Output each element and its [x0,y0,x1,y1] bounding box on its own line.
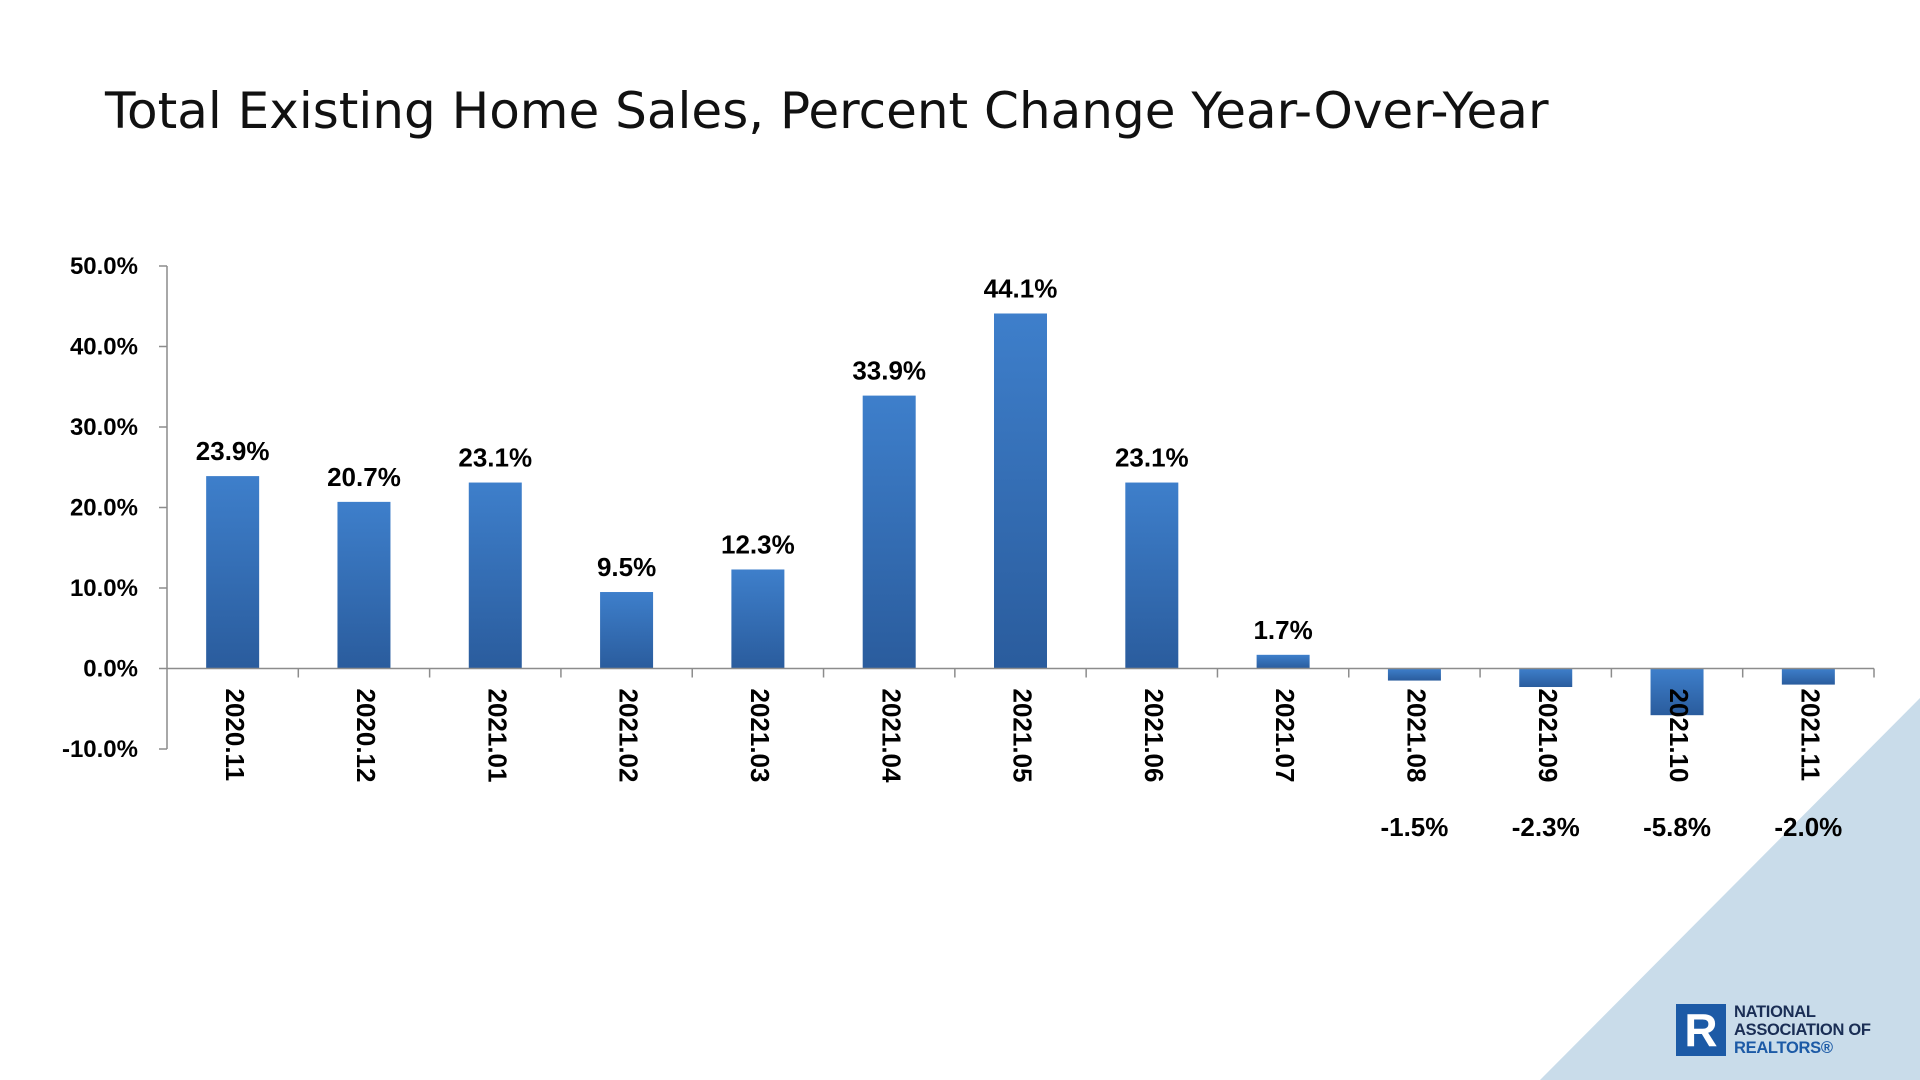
y-tick-label: 10.0% [70,575,138,602]
bar [1256,654,1310,669]
bar [994,313,1047,669]
bar [1650,668,1704,716]
data-label: 12.3% [721,529,795,559]
bars [206,313,1835,716]
bar [337,501,391,669]
bar [731,569,785,669]
x-tick-label: 2021.09 [1533,689,1563,783]
data-label: 20.7% [327,462,401,492]
bar [1387,668,1441,681]
data-label: 33.9% [852,356,926,386]
x-tick-label: 2021.11 [1795,689,1825,782]
y-axis-ticks: -10.0% 0.0% 10.0% 20.0% 30.0% 40.0% 50.0% [62,253,167,763]
x-tick-label: 2021.07 [1270,689,1300,783]
bar [1519,668,1573,688]
y-tick-label: 50.0% [70,253,138,280]
y-tick-label: 30.0% [70,414,138,441]
x-tick-label: 2021.01 [482,689,512,783]
logo-line-3: REALTORS® [1734,1039,1833,1057]
data-label: 44.1% [984,273,1058,303]
x-tick-label: 2021.08 [1402,689,1432,783]
y-tick-label: 40.0% [70,334,138,361]
logo-text: NATIONAL ASSOCIATION OF REALTORS® [1734,1003,1871,1057]
x-tick-label: 2021.10 [1664,689,1694,783]
nar-logo: R NATIONAL ASSOCIATION OF REALTORS® [1676,1003,1871,1057]
chart-title: Total Existing Home Sales, Percent Chang… [105,82,1549,140]
bar [468,482,522,669]
y-tick-label: 0.0% [83,656,138,683]
data-label: 1.7% [1253,615,1312,645]
x-tick-label: 2021.02 [614,689,644,783]
logo-line-1: NATIONAL [1734,1003,1816,1021]
data-label: 9.5% [597,552,656,582]
bar [1125,482,1179,669]
realtor-r-logo-icon: R [1676,1004,1726,1056]
data-label: 23.1% [1115,443,1189,473]
x-tick-label: 2021.04 [876,689,906,784]
data-label: 23.9% [196,436,270,466]
y-tick-label: -10.0% [62,736,138,763]
bar [600,592,654,669]
data-label: -1.5% [1380,812,1448,842]
x-tick-label: 2020.11 [220,689,250,782]
axes [166,266,1875,749]
x-axis-labels: 2020.11 2020.12 2021.01 2021.02 2021.03 2021.… [220,689,1826,784]
y-tick-label: 20.0% [70,495,138,522]
x-tick-label: 2021.03 [745,689,775,783]
x-tick-label: 2020.12 [351,689,381,783]
logo-line-2: ASSOCIATION OF [1734,1021,1871,1039]
bar [862,395,916,669]
x-tick-label: 2021.06 [1139,689,1169,783]
bar [1781,668,1835,685]
data-label: 23.1% [458,443,532,473]
data-label: -2.0% [1774,812,1842,842]
x-tick-label: 2021.05 [1008,689,1038,783]
data-labels: 23.9% 20.7% 23.1% 9.5% 12.3% 33.9% 44.1% 23.1% 1… [196,273,1843,842]
data-label: -2.3% [1512,812,1580,842]
corner-triangle [1540,698,1920,1080]
bar [206,476,260,669]
data-label: -5.8% [1643,812,1711,842]
